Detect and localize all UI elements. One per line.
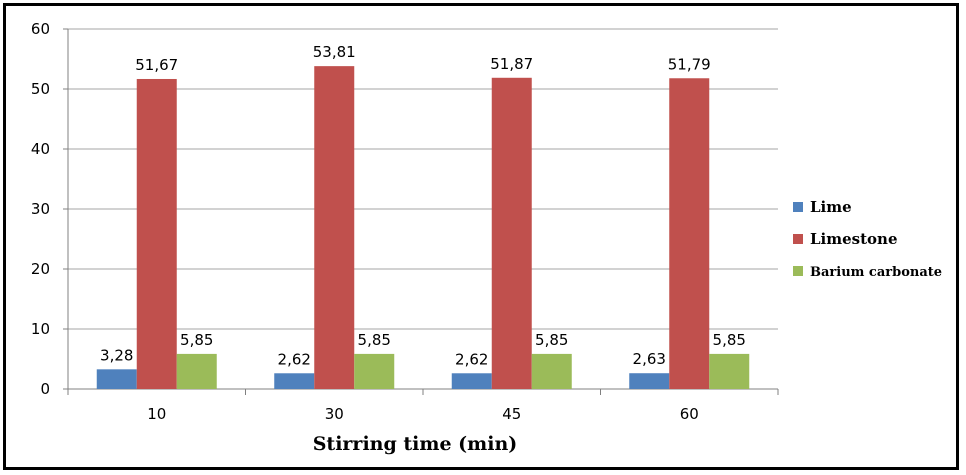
bar-barium-carbonate	[531, 353, 572, 389]
x-tick-label: 30	[325, 405, 344, 423]
bars	[96, 66, 750, 389]
data-label: 2,62	[278, 350, 311, 368]
bar-limestone	[314, 66, 355, 389]
data-label: 5,85	[180, 331, 213, 349]
data-label: 2,62	[455, 350, 488, 368]
legend: Lime Limestone Barium carbonate	[793, 198, 942, 280]
x-tick-label: 60	[680, 405, 699, 423]
bar-lime	[274, 373, 315, 389]
data-label: 51,67	[135, 56, 178, 74]
data-label: 5,85	[535, 331, 568, 349]
y-tick-label: 60	[31, 20, 50, 38]
bar-barium-carbonate	[709, 353, 750, 389]
bar-limestone	[491, 77, 532, 389]
y-tick-label: 10	[31, 320, 50, 338]
bar-lime	[96, 369, 137, 389]
grid-lines	[68, 28, 778, 330]
data-label: 51,79	[668, 55, 711, 73]
data-label: 5,85	[713, 331, 746, 349]
data-label: 3,28	[100, 346, 133, 364]
data-label: 5,85	[358, 331, 391, 349]
legend-label: Lime	[810, 198, 852, 216]
y-tick-label: 20	[31, 260, 50, 278]
legend-label: Barium carbonate	[810, 265, 942, 280]
legend-swatch	[793, 266, 803, 276]
bar-lime	[451, 373, 492, 389]
bar-lime	[629, 373, 670, 389]
x-tick-label: 10	[147, 405, 166, 423]
data-label: 53,81	[313, 43, 356, 61]
x-tick-label: 45	[502, 405, 521, 423]
data-label: 2,63	[633, 350, 666, 368]
bar-limestone	[136, 78, 177, 389]
y-tick-label: 40	[31, 140, 50, 158]
y-tick-label: 0	[40, 380, 50, 398]
bar-barium-carbonate	[176, 353, 217, 389]
bar-barium-carbonate	[354, 353, 395, 389]
legend-swatch	[793, 234, 803, 244]
y-tick-label: 50	[31, 80, 50, 98]
data-labels: 3,28 51,67 5,85 2,62 53,81 5,85 2,62 51,87 5,85 2…	[100, 43, 746, 368]
legend-label: Limestone	[810, 230, 898, 248]
x-axis-title: Stirring time (min)	[313, 433, 518, 455]
legend-swatch	[793, 202, 803, 212]
bar-limestone	[669, 78, 710, 389]
y-tick-label: 30	[31, 200, 50, 218]
data-label: 51,87	[490, 55, 533, 73]
